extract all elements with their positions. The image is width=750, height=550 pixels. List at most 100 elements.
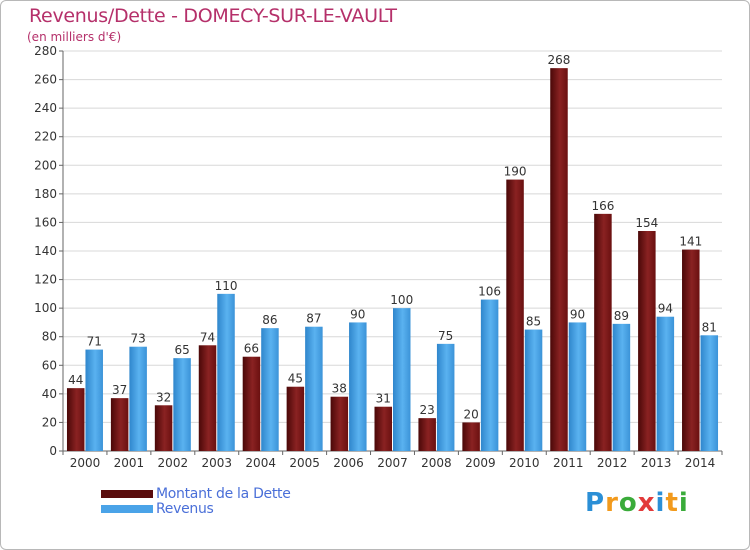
y-tick-label: 120 <box>34 273 57 287</box>
bar-revenus <box>612 323 631 451</box>
bar-label-revenus: 90 <box>350 307 365 321</box>
bar-label-dette: 38 <box>332 382 347 396</box>
x-tick-label: 2000 <box>70 456 101 470</box>
bar-dette <box>418 418 436 451</box>
y-tick-label: 20 <box>42 415 57 429</box>
bar-dette <box>682 249 700 451</box>
y-tick-label: 260 <box>34 73 57 87</box>
bar-layer <box>66 68 719 452</box>
bar-revenus <box>173 358 191 451</box>
legend-label-dette: Montant de la Dette <box>156 486 291 502</box>
x-tick-label: 2014 <box>685 456 716 470</box>
bar-label-revenus: 106 <box>478 285 501 299</box>
x-tick-label: 2004 <box>245 456 276 470</box>
y-tick-label: 0 <box>49 444 57 458</box>
bar-label-revenus: 71 <box>87 335 102 349</box>
bar-revenus <box>656 316 675 451</box>
x-tick-label: 2009 <box>465 456 496 470</box>
bar-label-dette: 154 <box>635 216 658 230</box>
y-tick-label: 160 <box>34 215 57 229</box>
x-tick-label: 2002 <box>158 456 189 470</box>
bar-dette <box>506 179 524 452</box>
logo-letter: i <box>655 488 666 518</box>
bar-label-revenus: 75 <box>438 329 453 343</box>
y-tick-label: 100 <box>34 301 57 315</box>
legend-swatch-dette <box>101 490 153 498</box>
bar-label-dette: 74 <box>200 330 215 344</box>
bar-label-revenus: 86 <box>262 313 277 327</box>
bar-label-dette: 166 <box>591 199 614 213</box>
legend-label-revenus: Revenus <box>156 501 214 517</box>
bar-label-dette: 268 <box>548 53 571 67</box>
bar-label-revenus: 89 <box>614 309 629 323</box>
logo-letter: t <box>665 488 679 518</box>
logo-letter: P <box>585 488 606 518</box>
bar-revenus <box>524 329 543 451</box>
bar-label-revenus: 110 <box>215 279 238 293</box>
bar-revenus <box>217 293 235 451</box>
x-tick-label: 2010 <box>509 456 540 470</box>
bar-revenus <box>349 322 367 451</box>
bar-dette <box>242 356 261 451</box>
y-tick-label: 80 <box>42 330 57 344</box>
x-tick-label: 2003 <box>201 456 232 470</box>
bar-label-revenus: 65 <box>174 343 189 357</box>
legend-item-dette: Montant de la Dette <box>101 486 421 504</box>
bar-revenus <box>305 326 323 451</box>
bar-dette <box>462 422 480 451</box>
bar-revenus <box>129 346 147 451</box>
bar-label-dette: 32 <box>156 390 171 404</box>
grid-layer <box>63 50 722 452</box>
bar-dette <box>594 213 612 451</box>
bar-label-dette: 45 <box>288 372 303 386</box>
bar-revenus <box>700 335 719 451</box>
bar-label-dette: 141 <box>679 235 702 249</box>
bar-revenus <box>436 343 455 451</box>
y-tick-label: 240 <box>34 101 57 115</box>
bar-dette <box>330 396 349 451</box>
logo-letter: r <box>605 488 619 518</box>
x-tick-label: 2007 <box>377 456 408 470</box>
x-tick-label: 2012 <box>597 456 628 470</box>
bar-label-revenus: 87 <box>306 312 321 326</box>
bar-label-dette: 44 <box>68 373 83 387</box>
y-tick-label: 280 <box>34 44 57 58</box>
x-tick-label: 2011 <box>553 456 584 470</box>
x-tick-label: 2001 <box>114 456 145 470</box>
bar-label-revenus: 85 <box>526 315 541 329</box>
bar-revenus <box>393 308 411 451</box>
y-tick-label: 60 <box>42 358 57 372</box>
axis-layer: 0 20 40 60 80 100 120 140 160 180 200 220 240 260 280 2… <box>34 44 723 470</box>
y-tick-label: 140 <box>34 244 57 258</box>
bar-label-revenus: 81 <box>702 320 717 334</box>
bar-revenus <box>85 349 103 451</box>
bar-dette <box>638 231 656 451</box>
bar-dette <box>66 388 85 451</box>
logo-letter: i <box>678 488 689 518</box>
bar-label-dette: 190 <box>504 165 527 179</box>
logo-letter: o <box>618 488 638 518</box>
bar-revenus <box>568 322 587 451</box>
bar-dette <box>550 68 568 452</box>
bar-dette <box>286 386 305 451</box>
bar-label-dette: 23 <box>420 403 435 417</box>
bar-dette <box>154 405 173 451</box>
bar-dette <box>110 398 129 451</box>
y-tick-label: 40 <box>42 387 57 401</box>
bar-dette <box>374 406 392 451</box>
x-tick-label: 2008 <box>421 456 452 470</box>
y-tick-label: 220 <box>34 130 57 144</box>
y-tick-label: 180 <box>34 187 57 201</box>
bar-dette <box>198 345 217 451</box>
bar-label-revenus: 100 <box>390 293 413 307</box>
logo-letter: x <box>637 488 656 518</box>
x-tick-label: 2006 <box>333 456 364 470</box>
bar-label-dette: 66 <box>244 342 259 356</box>
bar-revenus <box>261 328 279 451</box>
x-tick-label: 2013 <box>641 456 672 470</box>
y-tick-label: 200 <box>34 158 57 172</box>
x-tick-label: 2005 <box>289 456 320 470</box>
chart-subtitle: (en milliers d'€) <box>27 30 122 44</box>
